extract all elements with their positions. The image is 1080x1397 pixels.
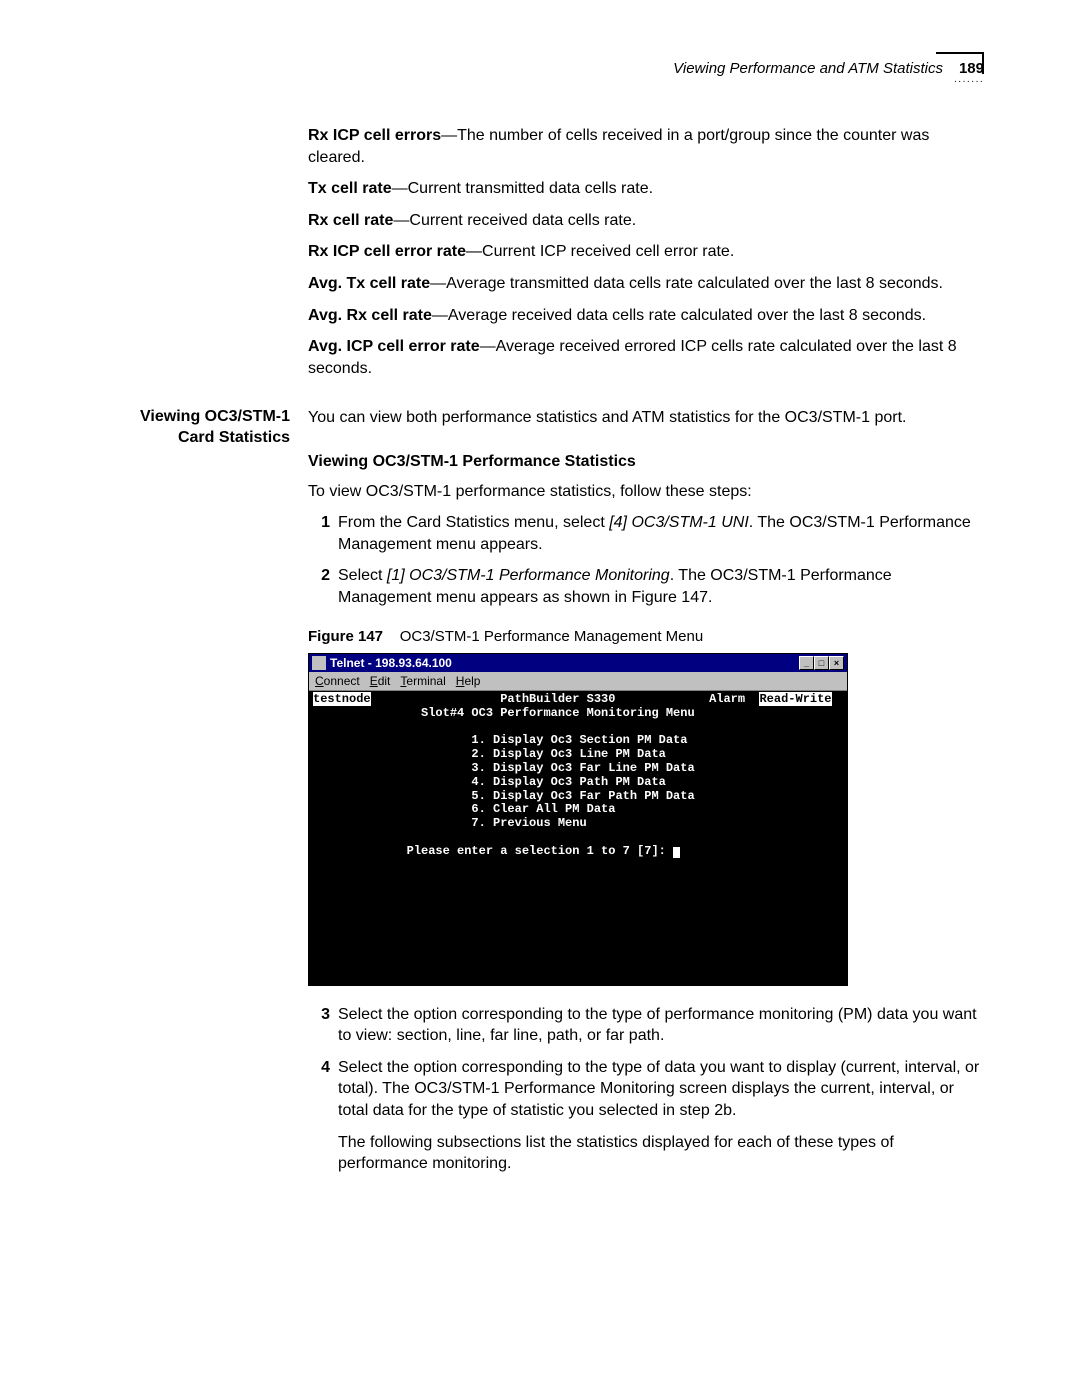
menu-item[interactable]: Terminal [400, 674, 445, 688]
step-number: 2 [308, 565, 330, 608]
page-header: Viewing Performance and ATM Statistics 1… [130, 60, 984, 77]
corner-rule-h [936, 52, 984, 54]
definition-item: Rx ICP cell error rate—Current ICP recei… [308, 241, 984, 263]
step-number: 1 [308, 512, 330, 555]
maximize-button[interactable]: □ [814, 656, 829, 670]
figure-caption: Figure 147 OC3/STM-1 Performance Managem… [308, 627, 984, 647]
menu-item[interactable]: Edit [370, 674, 391, 688]
section-intro: You can view both performance statistics… [308, 407, 984, 429]
step-number: 4 [308, 1057, 330, 1122]
header-section-title: Viewing Performance and ATM Statistics [673, 60, 943, 77]
step-text: Select the option corresponding to the t… [338, 1057, 984, 1122]
definition-item: Avg. ICP cell error rate—Average receive… [308, 336, 984, 379]
step-text: From the Card Statistics menu, select [4… [338, 512, 984, 555]
step-text: Select the option corresponding to the t… [338, 1004, 984, 1047]
definition-item: Rx cell rate—Current received data cells… [308, 210, 984, 232]
corner-rule-v [982, 52, 984, 74]
definition-item: Tx cell rate—Current transmitted data ce… [308, 178, 984, 200]
close-button[interactable]: × [829, 656, 844, 670]
subheading: Viewing OC3/STM-1 Performance Statistics [308, 451, 984, 473]
definition-term: Rx cell rate [308, 212, 393, 229]
terminal-body[interactable]: testnode PathBuilder S330 Alarm Read-Wri… [309, 691, 847, 985]
menu-item[interactable]: Help [456, 674, 481, 688]
definition-desc: —Current ICP received cell error rate. [466, 243, 734, 260]
telnet-window: Telnet - 198.93.64.100 _ □ × Connect Edit… [308, 653, 848, 986]
definition-item: Avg. Rx cell rate—Average received data … [308, 305, 984, 327]
telnet-titlebar: Telnet - 198.93.64.100 _ □ × [309, 654, 847, 672]
telnet-title: Telnet - 198.93.64.100 [330, 655, 799, 671]
telnet-app-icon [312, 656, 326, 670]
definition-term: Avg. Rx cell rate [308, 307, 432, 324]
minimize-button[interactable]: _ [799, 656, 814, 670]
page-number: 189 [959, 60, 984, 77]
definition-term: Avg. Tx cell rate [308, 275, 430, 292]
step-item: 2Select [1] OC3/STM-1 Performance Monito… [308, 565, 984, 608]
definition-item: Avg. Tx cell rate—Average transmitted da… [308, 273, 984, 295]
definition-term: Avg. ICP cell error rate [308, 338, 480, 355]
definition-item: Rx ICP cell errors—The number of cells r… [308, 125, 984, 168]
definition-term: Rx ICP cell error rate [308, 243, 466, 260]
section-side-label: Viewing OC3/STM-1 Card Statistics [130, 407, 308, 1184]
definition-desc: —Average transmitted data cells rate cal… [430, 275, 943, 292]
dots-decoration: ······· [954, 76, 984, 87]
definition-desc: —Average received data cells rate calcul… [432, 307, 926, 324]
definition-desc: —Current received data cells rate. [393, 212, 636, 229]
step-number: 3 [308, 1004, 330, 1047]
section-label-line1: Viewing OC3/STM-1 [130, 407, 290, 428]
figure-label: Figure 147 [308, 628, 383, 645]
definition-term: Rx ICP cell errors [308, 127, 441, 144]
telnet-menubar: Connect Edit Terminal Help [309, 672, 847, 691]
step-text: Select [1] OC3/STM-1 Performance Monitor… [338, 565, 984, 608]
definition-term: Tx cell rate [308, 180, 392, 197]
closing-paragraph: The following subsections list the stati… [338, 1132, 984, 1175]
step-item: 4Select the option corresponding to the … [308, 1057, 984, 1122]
sub-intro: To view OC3/STM-1 performance statistics… [308, 481, 984, 503]
definition-desc: —Current transmitted data cells rate. [392, 180, 653, 197]
figure-caption-text: OC3/STM-1 Performance Management Menu [400, 628, 703, 645]
step-item: 1From the Card Statistics menu, select [… [308, 512, 984, 555]
section-label-line2: Card Statistics [130, 428, 290, 449]
step-item: 3Select the option corresponding to the … [308, 1004, 984, 1047]
menu-item[interactable]: Connect [315, 674, 360, 688]
